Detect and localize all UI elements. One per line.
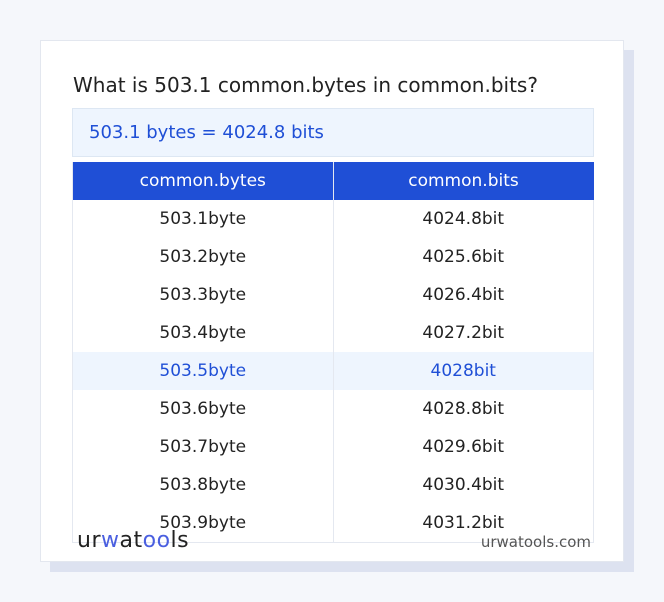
- table-cell: 4029.6bit: [332, 428, 594, 466]
- table-cell: 503.6byte: [72, 390, 334, 428]
- table-cell: 503.1byte: [72, 200, 334, 238]
- table-cell: 503.2byte: [72, 238, 334, 276]
- table-cell: 4028.8bit: [332, 390, 594, 428]
- table-row: 503.3byte 4026.4bit: [72, 276, 594, 314]
- page-title: What is 503.1 common.bytes in common.bit…: [73, 73, 538, 97]
- table-row: 503.8byte 4030.4bit: [72, 466, 594, 504]
- table-row: 503.5byte 4028bit: [72, 352, 594, 390]
- table-cell: 4028bit: [332, 352, 594, 390]
- table-cell: 4026.4bit: [332, 276, 594, 314]
- table-cell: 503.3byte: [72, 276, 334, 314]
- table-row: 503.4byte 4027.2bit: [72, 314, 594, 352]
- site-link[interactable]: urwatools.com: [480, 533, 591, 551]
- table-cell: 503.4byte: [72, 314, 334, 352]
- table-cell: 4027.2bit: [332, 314, 594, 352]
- table-cell: 503.8byte: [72, 466, 334, 504]
- table-row: 503.6byte 4028.8bit: [72, 390, 594, 428]
- table-cell: 503.5byte: [72, 352, 334, 390]
- column-header: common.bits: [332, 162, 594, 200]
- result-box: 503.1 bytes = 4024.8 bits: [72, 108, 594, 157]
- urwatools-logo[interactable]: urwatools: [77, 528, 190, 553]
- table-cell: 4025.6bit: [332, 238, 594, 276]
- table-cell: 4031.2bit: [332, 504, 594, 543]
- table-row: 503.1byte 4024.8bit: [72, 200, 594, 238]
- table-cell: 503.7byte: [72, 428, 334, 466]
- table-cell: 503.9byte: [72, 504, 334, 543]
- table-row: 503.2byte 4025.6bit: [72, 238, 594, 276]
- table-row: 503.9byte 4031.2bit: [72, 504, 594, 543]
- conversion-table: common.bytes common.bits 503.1byte 4024.8…: [72, 162, 594, 543]
- table-cell: 4030.4bit: [332, 466, 594, 504]
- converter-card: What is 503.1 common.bytes in common.bit…: [40, 40, 624, 562]
- table-row: 503.7byte 4029.6bit: [72, 428, 594, 466]
- column-header: common.bytes: [72, 162, 333, 200]
- table-cell: 4024.8bit: [332, 200, 594, 238]
